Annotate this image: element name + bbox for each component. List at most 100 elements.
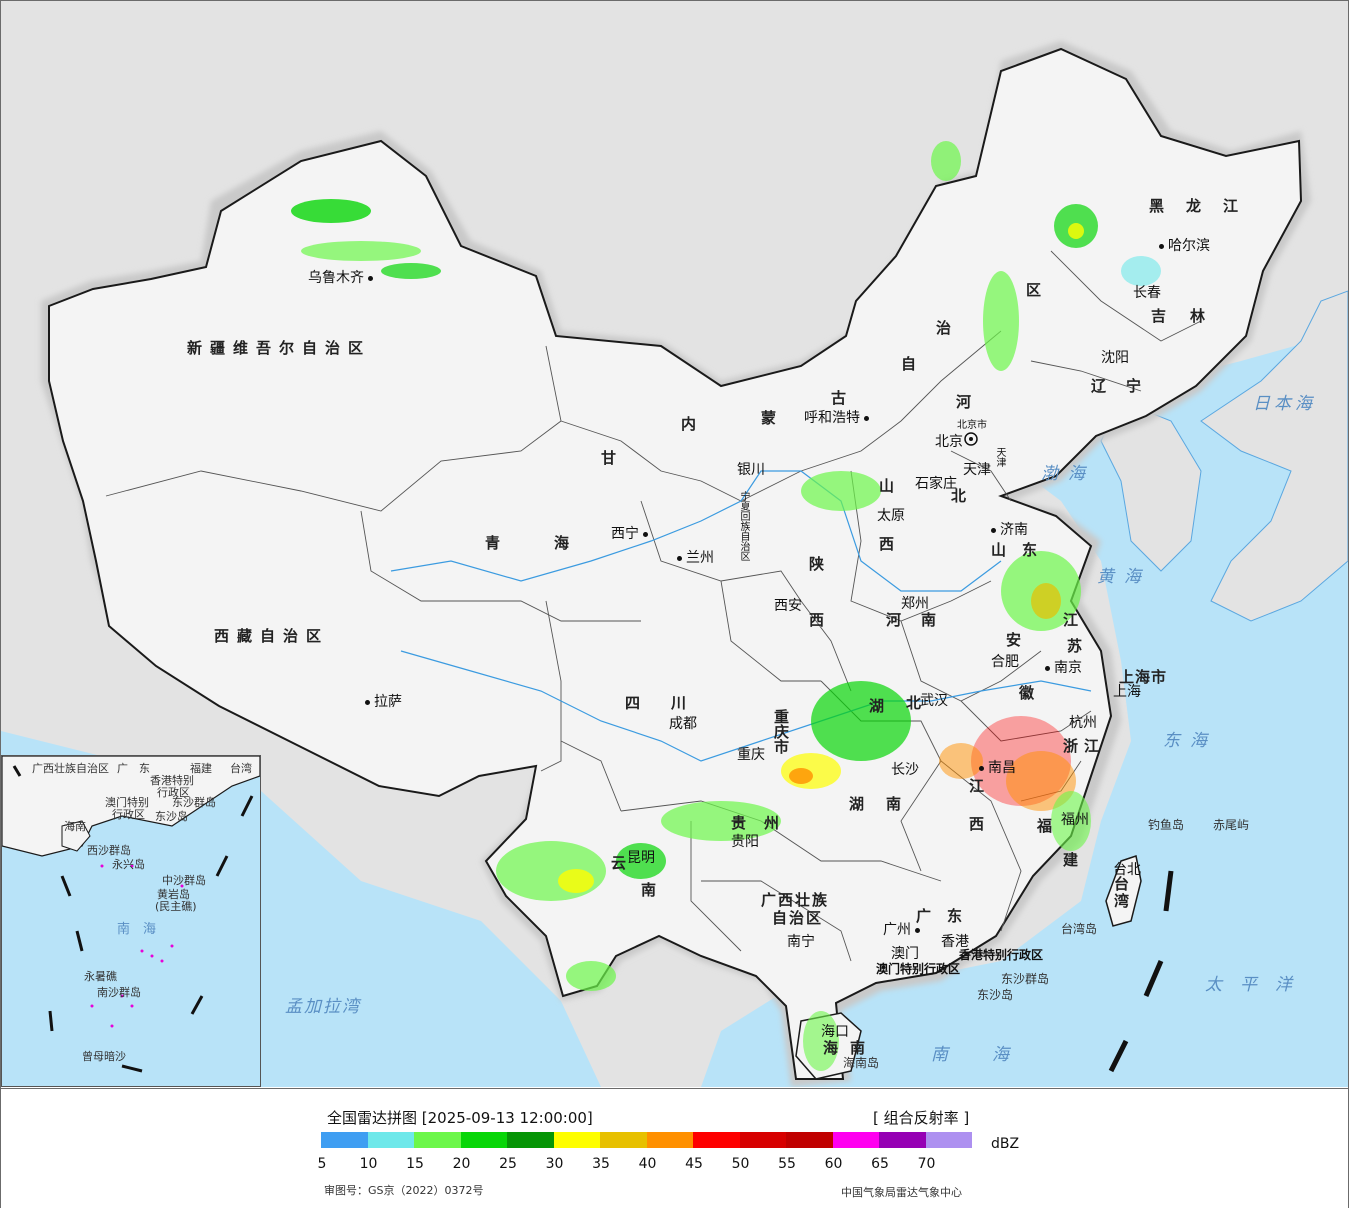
inset-label-fujian: 福建 [190, 762, 212, 775]
province-label-hainan: 海南 [823, 1039, 878, 1057]
province-label-neimenggu-3: 古 [831, 389, 855, 407]
province-label-shaanxi: 陕 [809, 555, 833, 573]
province-label-neimenggu-4: 自 [901, 355, 925, 373]
province-label-xinjiang: 新疆维吾尔自治区 [187, 339, 372, 357]
city-changsha: 长沙 [891, 762, 919, 778]
province-label-hunan: 湖南 [849, 795, 924, 813]
maritime-boundary-dashes [1108, 870, 1174, 1073]
province-label-guangxi: 广西壮族 [761, 891, 830, 909]
city-lanzhou: 兰州 [677, 551, 714, 565]
province-label-heilongjiang: 黑龙江 [1149, 197, 1261, 215]
province-label-jiangxi: 江 [969, 777, 993, 795]
province-label-anhui: 安 [1006, 631, 1030, 649]
sea-label-ribenhai: 日本海 [1253, 394, 1316, 414]
city-xian: 西安 [774, 598, 802, 614]
province-label-jiangxi-2: 西 [969, 815, 993, 833]
island-taiwandao: 台湾岛 [1061, 922, 1098, 936]
scale-swatch [832, 1132, 879, 1148]
province-label-jilin: 吉林 [1151, 307, 1230, 325]
province-label-liaoning: 辽宁 [1091, 377, 1162, 395]
province-label-chongqing: 重庆市 [772, 709, 790, 754]
scale-tick-label: 30 [545, 1156, 564, 1172]
province-label-gansu: 甘 [601, 449, 625, 467]
province-label-guangxi-2: 自治区 [772, 909, 824, 927]
city-yinchuan: 银川 [737, 462, 765, 478]
province-label-hebei: 北 [951, 487, 975, 505]
province-label-xianggang: 香港特别行政区 [959, 948, 1044, 962]
province-label-yunnan-2: 南 [641, 881, 665, 899]
city-shijiazhuang: 石家庄 [915, 476, 957, 492]
scale-swatch [786, 1132, 833, 1148]
city-xianggang: 香港 [941, 934, 969, 950]
province-label-jiangsu-2: 苏 [1067, 637, 1091, 655]
inset-label-yongshujiao: 永暑礁 [84, 970, 117, 983]
city-harbin: 哈尔滨 [1159, 239, 1210, 253]
scale-tick-label: 10 [359, 1156, 378, 1172]
island-dongshadao: 东沙岛 [977, 988, 1014, 1002]
scale-tick-label: 15 [406, 1156, 424, 1172]
province-label-taiwan: 台湾 [1112, 876, 1130, 910]
city-shenyang: 沈阳 [1101, 350, 1129, 366]
province-label-qinghai: 青 海 [485, 534, 578, 552]
province-label-yunnan: 云 [611, 854, 635, 872]
city-nanchang: 南昌 [979, 761, 1016, 775]
inset-label-taiwan: 台湾 [230, 762, 252, 775]
scale-swatch [321, 1132, 368, 1148]
province-label-hubei-2: 北 [906, 694, 930, 712]
scale-tick-label: 5 [317, 1156, 327, 1172]
inset-label-aomen: 澳门特别 [105, 796, 149, 809]
inset-label-guangxi: 广西壮族自治区 [32, 762, 109, 775]
radar-map: 新疆维吾尔自治区 西藏自治区 青 海 甘 四 川 内 蒙 古 自 治 区 黑龙江… [1, 1, 1348, 1087]
province-label-ningxia: 宁夏回族自治区 [738, 491, 749, 561]
inset-label-xianggang: 香港特别 [150, 774, 194, 787]
taiwan-island [1105, 855, 1142, 927]
province-label-shanxi: 山 [879, 477, 903, 495]
city-changchun: 长春 [1133, 285, 1161, 301]
city-xining: 西宁 [611, 527, 648, 541]
province-label-aomen: 澳门特别行政区 [876, 962, 961, 976]
producer-credit: 中国气象局雷达气象中心 [841, 1186, 962, 1199]
scale-tick-label: 70 [917, 1156, 936, 1172]
legend-product: [ 组合反射率 ] [873, 1109, 970, 1127]
inset-label-xianggang-2: 行政区 [157, 786, 190, 799]
city-taiyuan: 太原 [877, 508, 905, 524]
city-hohhot: 呼和浩特 [804, 411, 869, 425]
inset-label-xisha: 西沙群岛 [87, 844, 131, 857]
city-beijing: 北京 [935, 434, 963, 450]
province-label-neimenggu-1: 内 [681, 415, 705, 433]
sea-label-taipingyang: 太平洋 [1205, 975, 1310, 995]
scale-tick-label: 25 [499, 1156, 517, 1172]
scale-swatch [367, 1132, 414, 1148]
scale-tick-label: 20 [452, 1156, 471, 1172]
south-china-sea-inset: 广西壮族自治区 广 东 福建 台湾 香港特别 行政区 澳门特别 行政区 东沙群岛… [1, 755, 261, 1087]
city-kunming: 昆明 [627, 850, 655, 866]
scale-unit: dBZ [991, 1136, 1020, 1152]
scale-tick-label: 55 [778, 1156, 796, 1172]
province-label-xizang: 西藏自治区 [214, 627, 330, 645]
inset-canvas [2, 756, 260, 1073]
province-label-tianjin: 天津 [994, 447, 1005, 467]
inset-label-dongsha: 东沙群岛 [172, 796, 216, 809]
scale-tick-label: 40 [638, 1156, 657, 1172]
scale-swatch [925, 1132, 972, 1148]
province-label-neimenggu-2: 蒙 [761, 409, 785, 427]
province-label-sichuan: 四 川 [625, 694, 695, 712]
scale-swatch [507, 1132, 554, 1148]
city-urumqi: 乌鲁木齐 [308, 271, 373, 285]
sea-label-bohai: 渤海 [1041, 464, 1095, 484]
city-chongqing: 重庆 [737, 747, 765, 763]
city-tianjin: 天津 [963, 462, 991, 478]
province-label-henan: 河南 [886, 611, 957, 629]
inset-label-zengmuansha: 曾母暗沙 [82, 1050, 126, 1063]
capital-marker [964, 432, 978, 446]
inset-label-zhongsha: 中沙群岛 [162, 874, 206, 887]
province-label-neimenggu-6: 区 [1026, 281, 1050, 299]
scale-swatch [739, 1132, 786, 1148]
scale-tick-label: 60 [824, 1156, 843, 1172]
korea-land [1100, 400, 1202, 572]
japan-land [1200, 290, 1348, 622]
scale-swatch [553, 1132, 600, 1148]
province-boundaries [105, 250, 1202, 962]
scale-swatch [646, 1132, 693, 1148]
